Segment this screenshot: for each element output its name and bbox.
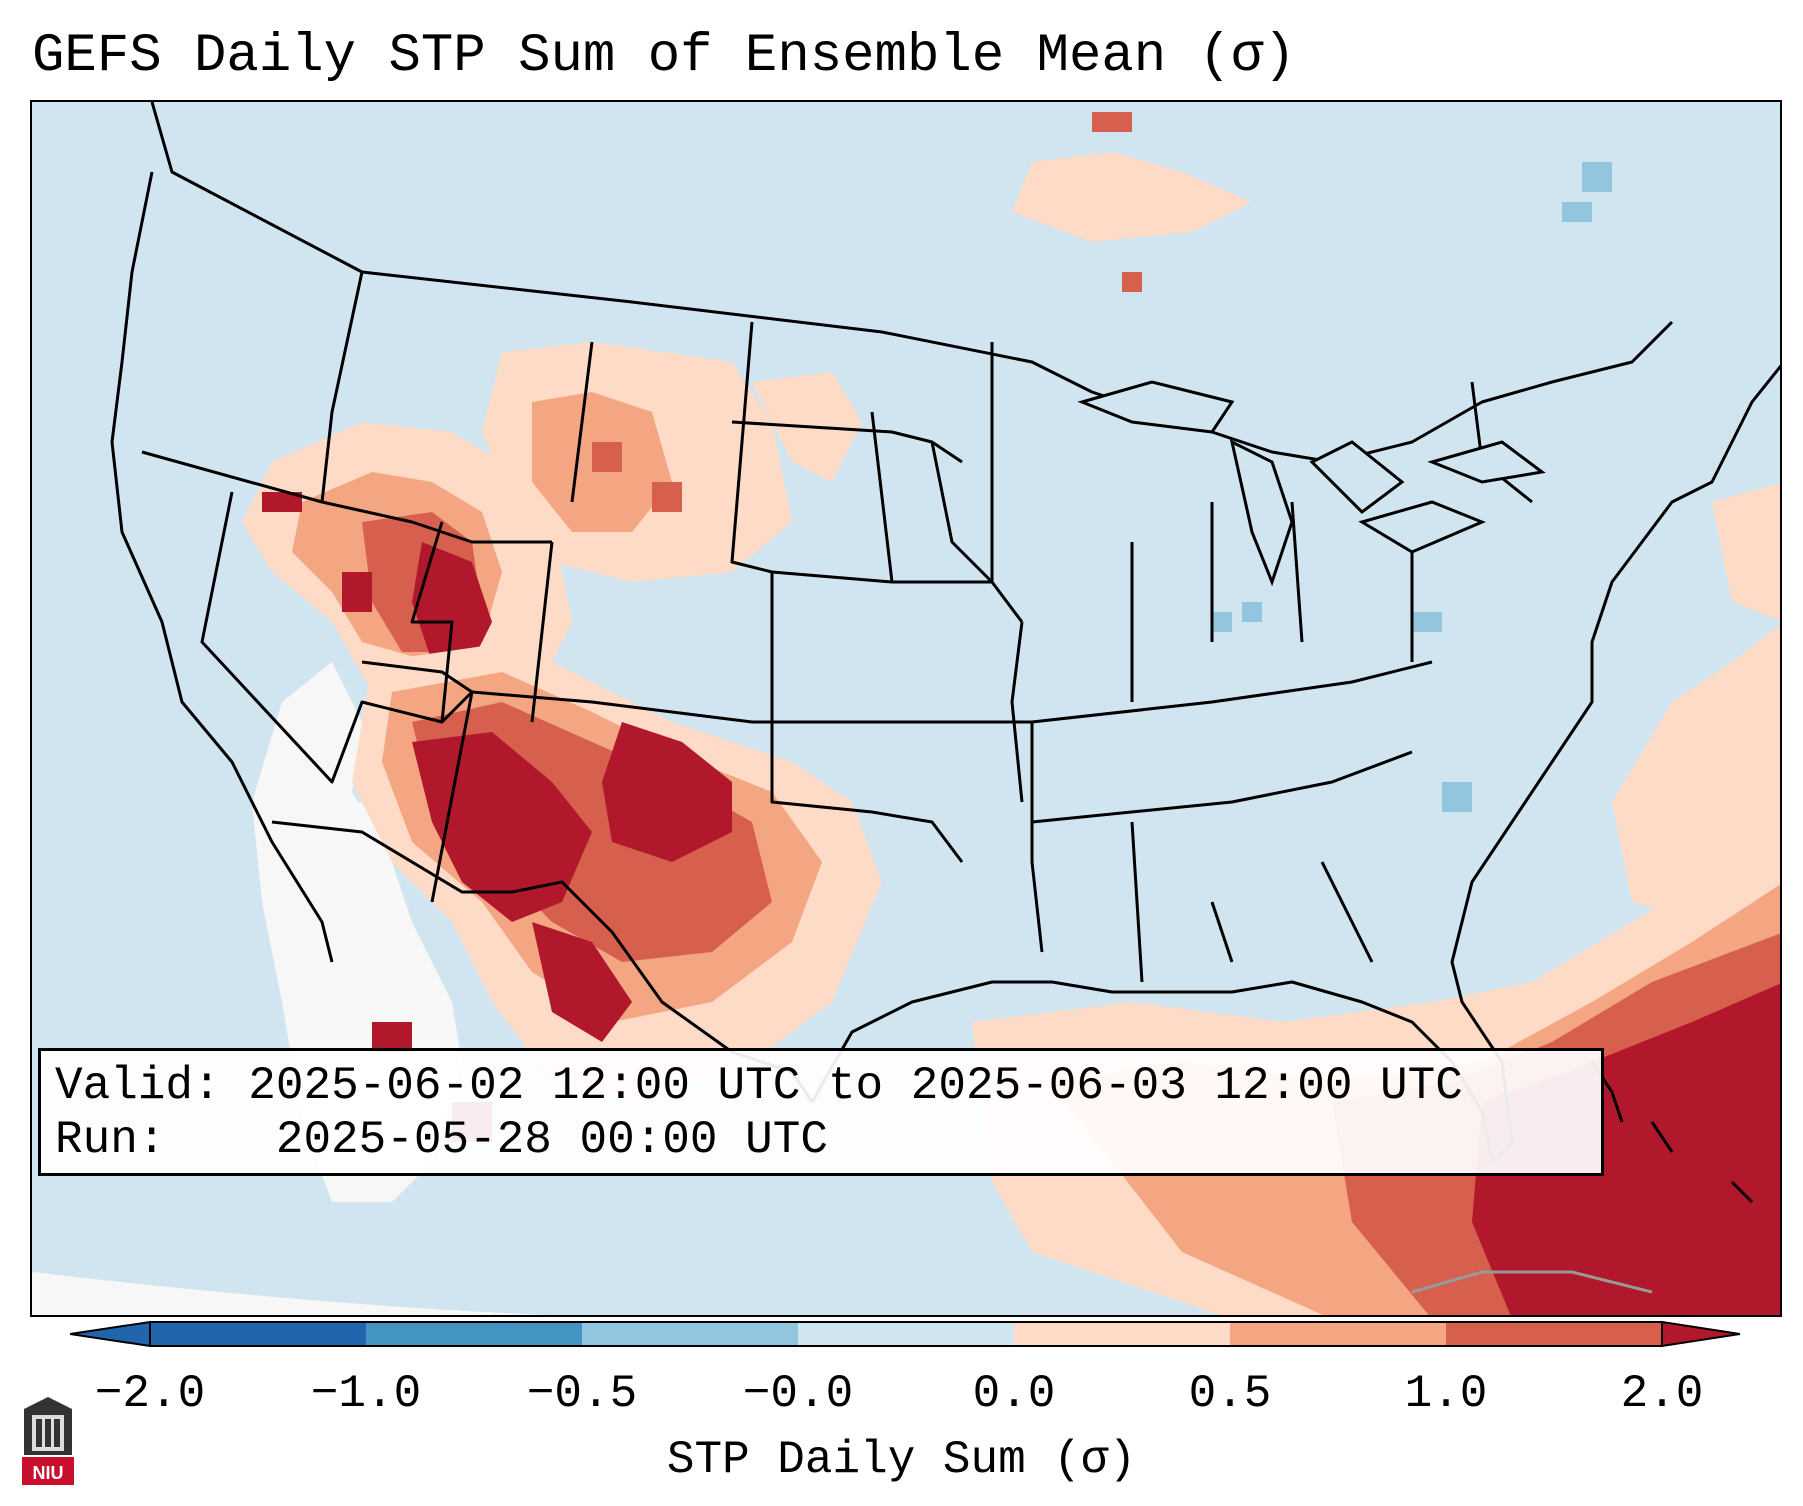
colorbar [70,1320,1740,1348]
valid-value: 2025-06-02 12:00 UTC to 2025-06-03 12:00… [248,1060,1463,1112]
colorbar-tick: −0.5 [526,1368,638,1420]
colorbar-segment [150,1322,366,1346]
colorbar-segment [798,1322,1014,1346]
colorbar-extend-high [1661,1320,1740,1348]
colorbar-tick: −0.0 [742,1368,854,1420]
colorbar-tick: −2.0 [94,1368,206,1420]
anomaly-canada [1012,112,1252,292]
validity-info-box: Valid: 2025-06-02 12:00 UTC to 2025-06-0… [38,1048,1604,1176]
valid-label: Valid: [55,1060,221,1112]
niu-logo-icon: NIU [22,1397,74,1485]
anomaly-northern-plains [482,342,862,582]
run-label: Run: [55,1114,166,1166]
colorbar-extend-low [70,1320,151,1348]
colorbar-segment [582,1322,798,1346]
great-lakes [1077,380,1546,587]
state-borders [110,102,1780,1164]
colorbar-tick: −1.0 [310,1368,422,1420]
run-value: 2025-05-28 00:00 UTC [275,1114,828,1166]
colorbar-segment [1230,1322,1446,1346]
negative-anomalies [1212,162,1612,812]
colorbar-segment [1014,1322,1230,1346]
colorbar-tick: 0.5 [1188,1368,1272,1420]
colorbar-tick: 0.0 [972,1368,1056,1420]
colorbar-segment [1446,1322,1662,1346]
colorbar-segment [366,1322,582,1346]
colorbar-label: STP Daily Sum (σ) [666,1434,1137,1486]
projection-edge [32,1272,549,1315]
colorbar-outline [149,1321,1663,1347]
valid-line: Valid: 2025-06-02 12:00 UTC to 2025-06-0… [55,1059,1601,1113]
logo-text: NIU [33,1463,64,1483]
run-line: Run: 2025-05-28 00:00 UTC [55,1113,1601,1167]
anomaly-atlantic [1612,483,1780,922]
anomaly-southwest [352,642,882,1142]
chart-title: GEFS Daily STP Sum of Ensemble Mean (σ) [32,26,1296,87]
colorbar-tick: 1.0 [1404,1368,1488,1420]
colorbar-tick: 2.0 [1620,1368,1704,1420]
